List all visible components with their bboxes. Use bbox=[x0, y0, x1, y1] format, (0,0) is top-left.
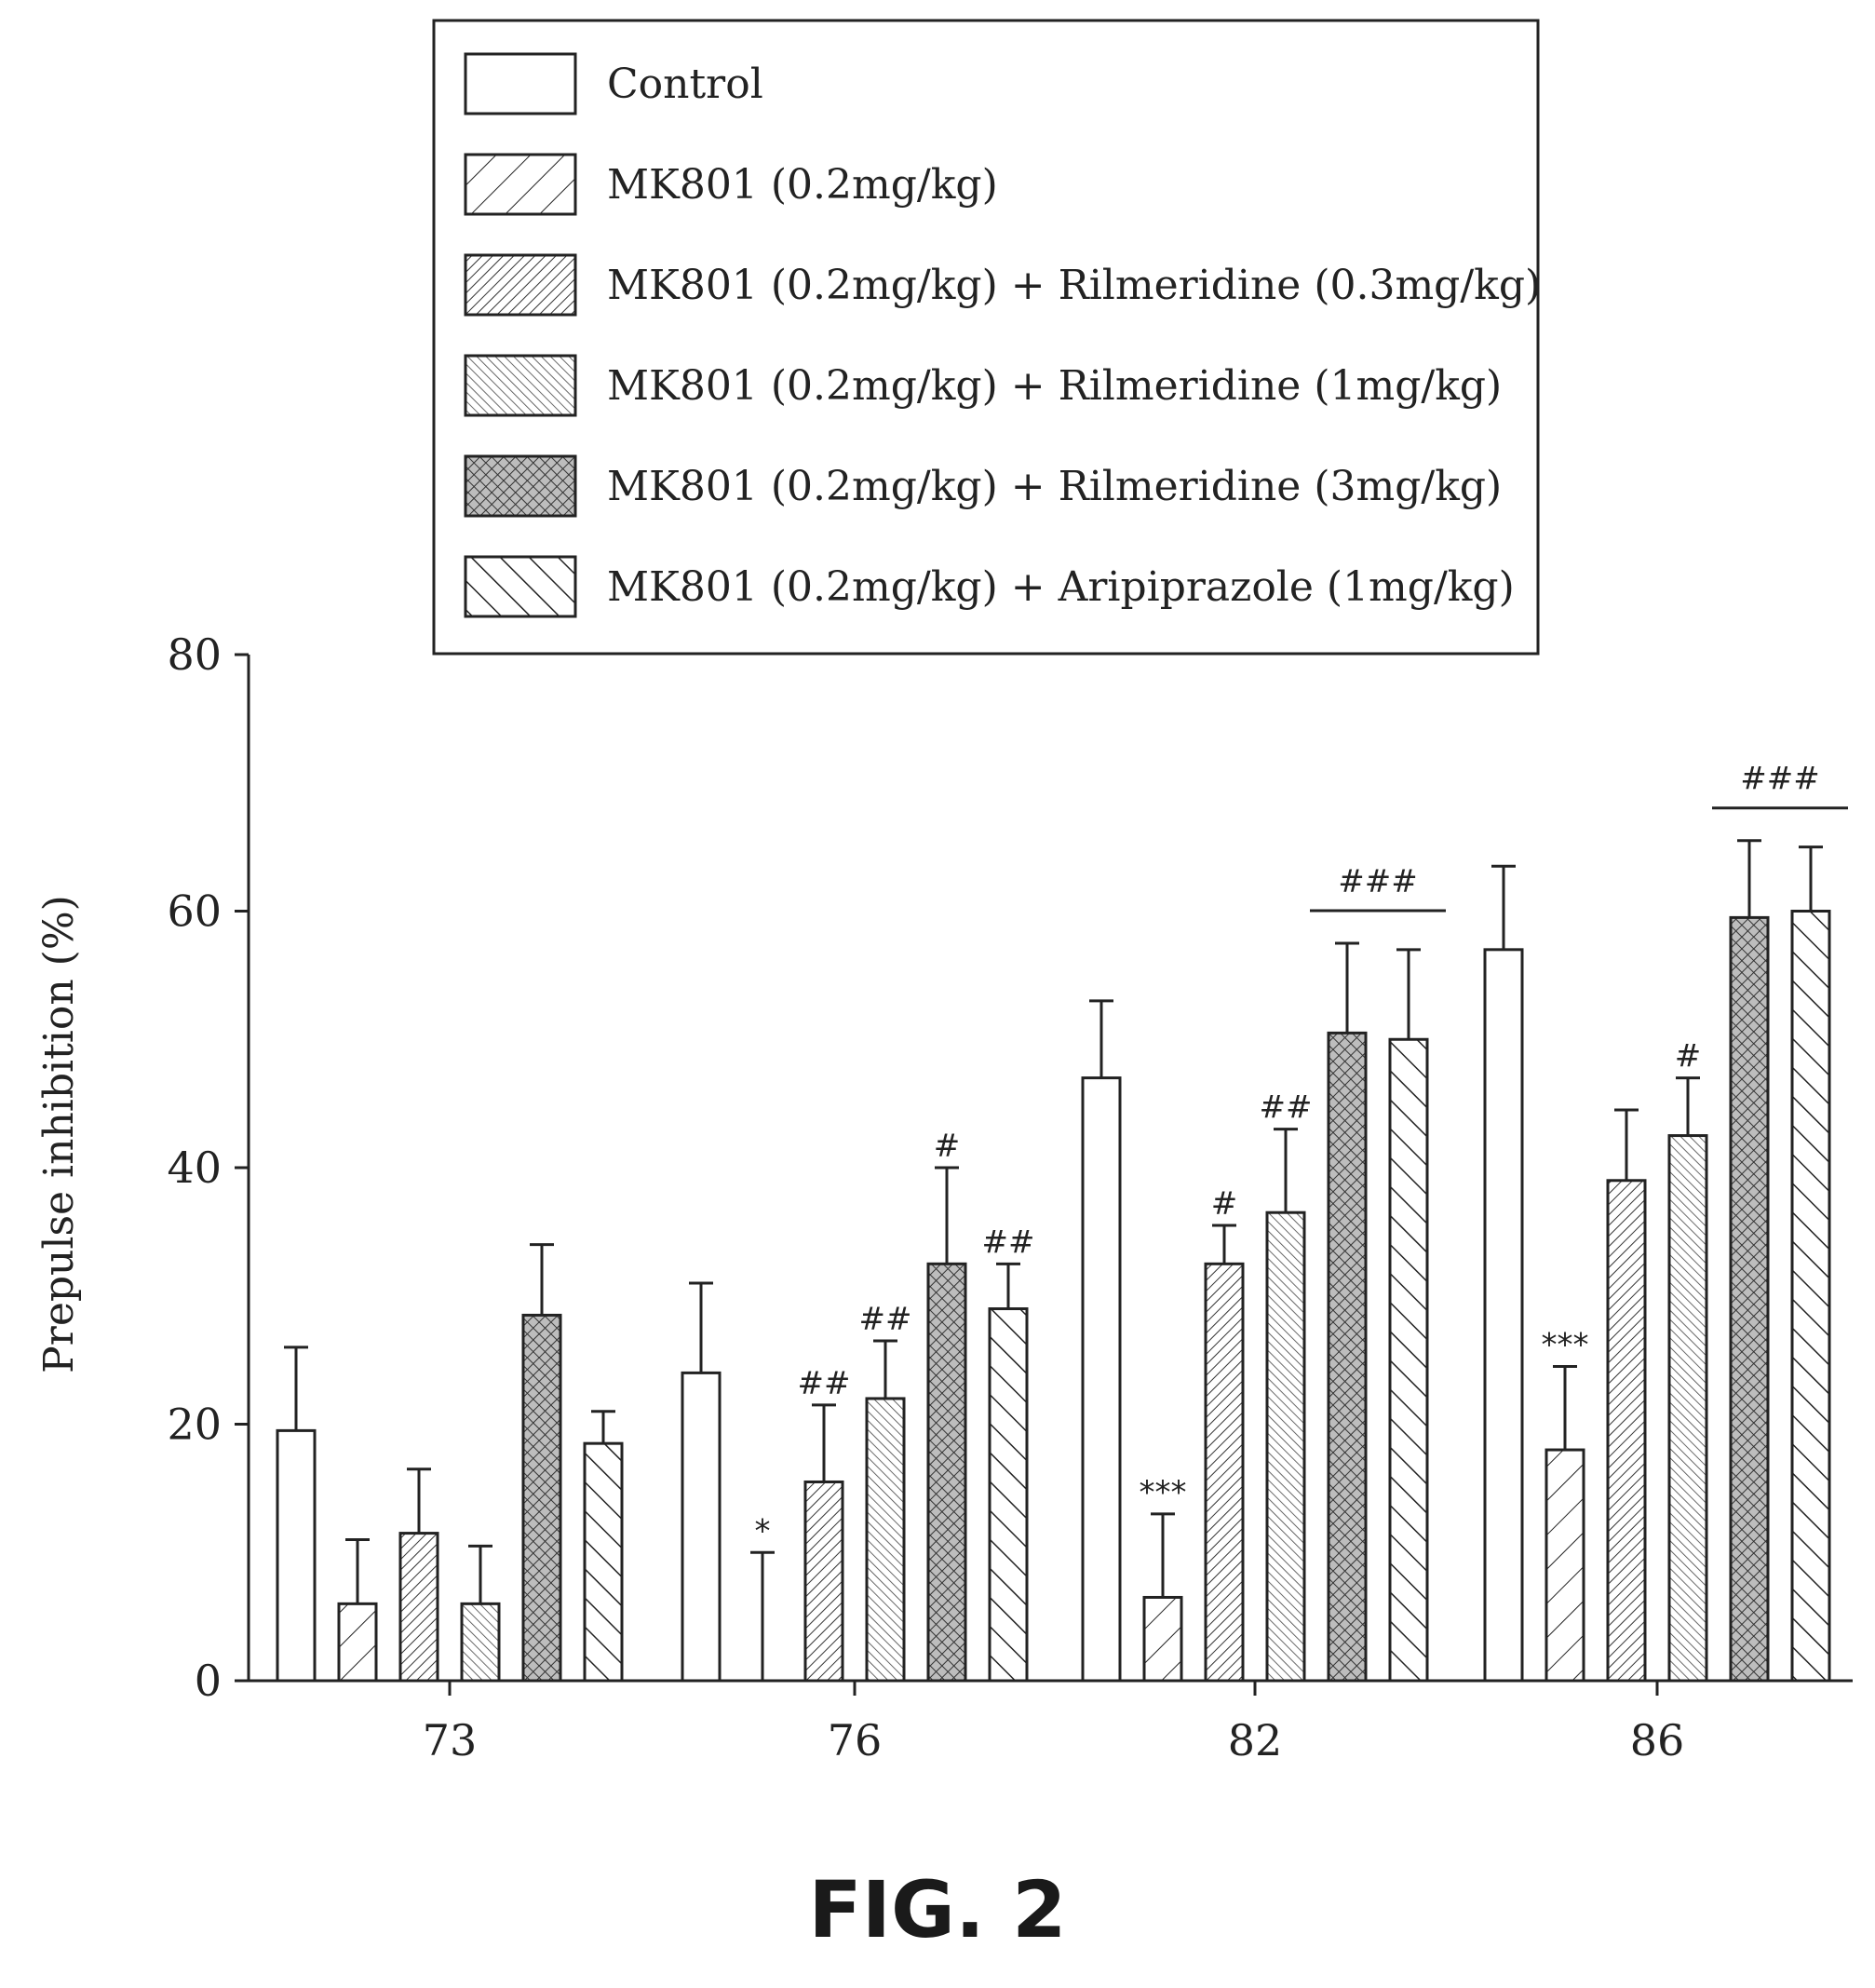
legend: Control MK801 (0.2mg/kg) MK801 (0.2mg/kg) … bbox=[432, 19, 1541, 656]
group-significance-label: ### bbox=[1338, 863, 1417, 900]
legend-swatch bbox=[464, 52, 577, 115]
figure-label: FIG. 2 bbox=[808, 1864, 1066, 1955]
bar bbox=[803, 1480, 844, 1683]
legend-swatch bbox=[464, 354, 577, 417]
x-tick-label: 82 bbox=[1228, 1715, 1283, 1765]
legend-label: MK801 (0.2mg/kg) + Rilmeridine (0.3mg/kg… bbox=[607, 262, 1541, 309]
significance-label: ## bbox=[982, 1224, 1035, 1261]
bar bbox=[1327, 1031, 1368, 1683]
x-tick-label: 86 bbox=[1630, 1715, 1685, 1765]
significance-label: # bbox=[1211, 1185, 1238, 1223]
legend-swatch bbox=[464, 153, 577, 216]
bar bbox=[1667, 1134, 1708, 1683]
bar bbox=[988, 1307, 1029, 1683]
group-significance-label: ### bbox=[1740, 761, 1819, 798]
significance-label: *** bbox=[1140, 1474, 1187, 1511]
bar bbox=[1142, 1595, 1183, 1683]
bar bbox=[1545, 1448, 1585, 1683]
bar bbox=[1265, 1210, 1306, 1683]
significance-label: ## bbox=[798, 1365, 851, 1402]
y-tick-label: 60 bbox=[167, 886, 222, 937]
legend-swatch bbox=[464, 253, 577, 317]
significance-label: # bbox=[1675, 1038, 1702, 1075]
bar bbox=[1606, 1179, 1647, 1683]
bar bbox=[1729, 915, 1770, 1683]
bar bbox=[865, 1397, 906, 1683]
legend-label: MK801 (0.2mg/kg) + Aripiprazole (1mg/kg) bbox=[607, 563, 1515, 611]
bar bbox=[460, 1602, 501, 1683]
significance-label: ## bbox=[859, 1301, 912, 1338]
legend-label: MK801 (0.2mg/kg) + Rilmeridine (3mg/kg) bbox=[607, 463, 1502, 510]
significance-label: ## bbox=[1260, 1089, 1313, 1127]
bar bbox=[926, 1262, 967, 1683]
bar bbox=[1388, 1037, 1429, 1683]
bar bbox=[521, 1313, 562, 1683]
legend-swatch bbox=[464, 454, 577, 518]
significance-label: * bbox=[755, 1512, 771, 1549]
bar bbox=[1081, 1076, 1122, 1683]
y-tick-label: 80 bbox=[167, 629, 222, 680]
x-tick-label: 73 bbox=[423, 1715, 478, 1765]
bar bbox=[337, 1602, 378, 1683]
bar bbox=[583, 1441, 624, 1683]
x-tick-label: 76 bbox=[828, 1715, 883, 1765]
y-tick-label: 40 bbox=[167, 1143, 222, 1193]
y-tick-label: 0 bbox=[195, 1656, 222, 1706]
legend-label: MK801 (0.2mg/kg) + Rilmeridine (1mg/kg) bbox=[607, 362, 1502, 410]
bar bbox=[1204, 1262, 1245, 1683]
significance-label: # bbox=[934, 1128, 961, 1165]
bar bbox=[1483, 948, 1524, 1683]
y-axis-title: Prepulse inhibition (%) bbox=[35, 895, 83, 1373]
bar bbox=[681, 1371, 722, 1683]
legend-label: Control bbox=[607, 61, 763, 108]
legend-swatch bbox=[464, 555, 577, 618]
legend-frame bbox=[432, 19, 1540, 656]
legend-label: MK801 (0.2mg/kg) bbox=[607, 161, 998, 209]
significance-label: *** bbox=[1542, 1327, 1589, 1364]
bar bbox=[1790, 910, 1831, 1683]
bar bbox=[398, 1532, 439, 1683]
bar bbox=[276, 1428, 317, 1683]
y-tick-label: 20 bbox=[167, 1400, 222, 1450]
